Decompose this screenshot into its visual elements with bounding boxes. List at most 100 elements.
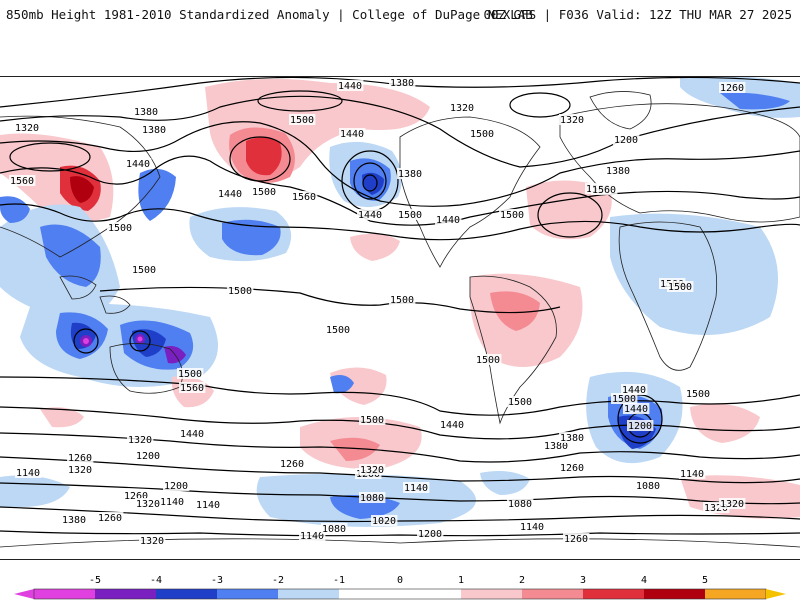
contour-label: 1500 — [508, 397, 532, 408]
contour-labels: 1380 1440 1500 1380 1320 1500 1260 1380 1440 1320… — [9, 77, 746, 547]
contour-label: 1320 — [128, 435, 152, 446]
contour-label-bg — [325, 324, 352, 335]
contour-label-bg — [397, 209, 424, 220]
contour-label-bg — [623, 403, 650, 414]
contour-label-bg — [359, 492, 386, 503]
contour-label-bg — [627, 420, 654, 431]
contour-label-bg — [475, 354, 502, 365]
contour-label-bg — [67, 452, 94, 463]
contour-label-bg — [131, 264, 158, 275]
contour-label-bg — [179, 382, 206, 393]
contour-label-bg — [679, 468, 706, 479]
colorbar-canvas: -5 -4 -3 -2 -1 0 1 2 3 4 5 — [14, 575, 786, 600]
contour-label: 1320 — [15, 123, 39, 134]
contour-label: 1260 — [68, 453, 92, 464]
contour-label: 1200 — [628, 421, 652, 432]
contour-label-bg — [97, 512, 124, 523]
contour-label: 1200 — [418, 529, 442, 540]
colorbar-tick-label: -2 — [272, 575, 284, 586]
anomaly-colorbar: -5 -4 -3 -2 -1 0 1 2 3 4 5 — [0, 568, 800, 600]
contour-label: 1200 — [136, 451, 160, 462]
contour-label: 1440 — [126, 159, 150, 170]
contour-label-bg — [563, 533, 590, 544]
colorbar-bin — [644, 589, 706, 599]
contour-label: 1440 — [340, 129, 364, 140]
contour-label-bg — [135, 450, 162, 461]
contour-label: 1140 — [300, 531, 324, 542]
contour-label: 1380 — [560, 433, 584, 444]
contour-label-bg — [469, 128, 496, 139]
contour-label-bg — [591, 184, 618, 195]
contour-label: 1080 — [508, 499, 532, 510]
contour-label-bg — [559, 462, 586, 473]
contour-label-bg — [107, 222, 134, 233]
colorbar-bin — [34, 589, 96, 599]
contour-label-bg — [15, 467, 42, 478]
colorbar-tick-label: 2 — [519, 575, 525, 586]
contour-label-bg — [635, 480, 662, 491]
contour-label: 1440 — [622, 385, 646, 396]
contour-label-bg — [417, 528, 444, 539]
contour-label: 1260 — [280, 459, 304, 470]
contour-label-bg — [449, 102, 476, 113]
contour-label: 1260 — [560, 463, 584, 474]
map-header: 850mb Height 1981-2010 Standardized Anom… — [0, 0, 800, 28]
contour-label-bg — [543, 440, 570, 451]
contour-label-bg — [359, 414, 386, 425]
contour-label: 1080 — [360, 493, 384, 504]
contour-label: 1440 — [358, 210, 382, 221]
colorbar-arrow-low — [14, 589, 34, 599]
contour-label: 1140 — [520, 522, 544, 533]
colorbar-tick-label: 5 — [702, 575, 708, 586]
contour-label-bg — [133, 106, 160, 117]
contour-label-bg — [359, 464, 386, 475]
contour-label: 1140 — [404, 483, 428, 494]
contour-label-bg — [135, 498, 162, 509]
contour-label: 1500 — [390, 295, 414, 306]
colorbar-tick-label: 4 — [641, 575, 647, 586]
contour-label-bg — [289, 114, 316, 125]
contour-label: 1320 — [704, 503, 728, 514]
contour-label: 1080 — [322, 524, 346, 535]
contour-label-bg — [159, 496, 186, 507]
colorbar-bin — [156, 589, 218, 599]
contour-label: 1140 — [160, 497, 184, 508]
contour-label-bg — [217, 188, 244, 199]
contour-label-bg — [195, 499, 222, 510]
contour-label: 1380 — [142, 125, 166, 136]
contour-label-bg — [357, 209, 384, 220]
contour-label-bg — [179, 428, 206, 439]
contour-label: 1320 — [720, 499, 744, 510]
contour-label-bg — [61, 514, 88, 525]
contour-label-bg — [403, 482, 430, 493]
contour-label: 1260 — [720, 83, 744, 94]
colorbar-bin — [705, 589, 767, 599]
contour-label-bg — [279, 458, 306, 469]
contour-label-bg — [519, 521, 546, 532]
contour-label: 1500 — [398, 210, 422, 221]
colorbar-tick-label: 0 — [397, 575, 403, 586]
contour-label: 1140 — [680, 469, 704, 480]
colorbar-tick-label: -3 — [211, 575, 223, 586]
contour-label-bg — [321, 523, 348, 534]
contour-label: 1320 — [560, 115, 584, 126]
contour-label-bg — [667, 281, 694, 292]
map-canvas: 1380 1440 1500 1380 1320 1500 1260 1380 1440 1320… — [0, 77, 800, 548]
contour-label: 1320 — [140, 536, 164, 547]
model-run-info: 00Z GFS | F036 Valid: 12Z THU MAR 27 202… — [483, 7, 792, 22]
contour-label-bg — [139, 535, 166, 546]
colorbar-tick-label: 3 — [580, 575, 586, 586]
contour-label-bg — [507, 498, 534, 509]
contour-label-bg — [163, 480, 190, 491]
contour-label: 1380 — [390, 78, 414, 89]
contour-label-bg — [435, 214, 462, 225]
colorbar-bin — [583, 589, 645, 599]
contour-label-bg — [14, 122, 41, 133]
contour-label: 1380 — [398, 169, 422, 180]
contour-label: 1260 — [98, 513, 122, 524]
contour-label-bg — [123, 490, 150, 501]
colorbar-bin — [522, 589, 584, 599]
contour-label: 1440 — [436, 215, 460, 226]
colorbar-tick-label: 1 — [458, 575, 464, 586]
contour-label: 1500 — [228, 286, 252, 297]
